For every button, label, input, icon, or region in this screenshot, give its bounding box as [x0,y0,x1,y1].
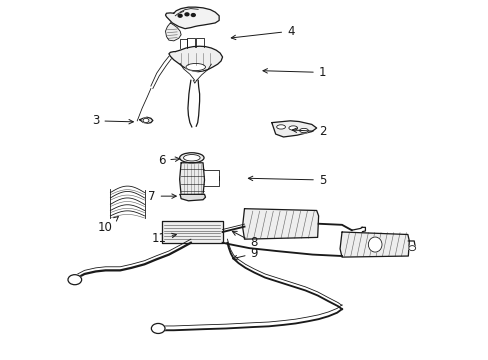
Ellipse shape [179,153,203,163]
Polygon shape [242,209,318,239]
Text: 7: 7 [148,190,176,203]
Text: 2: 2 [292,125,325,138]
Text: 4: 4 [231,25,294,40]
Polygon shape [339,232,408,257]
Polygon shape [140,117,153,123]
Circle shape [143,118,149,123]
Polygon shape [165,23,181,41]
Circle shape [184,13,188,16]
Ellipse shape [299,129,308,133]
Text: 3: 3 [92,114,133,127]
Ellipse shape [183,154,200,161]
Ellipse shape [288,126,297,130]
Text: 10: 10 [98,216,118,234]
Ellipse shape [185,63,205,71]
Ellipse shape [276,125,285,129]
Circle shape [151,323,164,333]
Text: 9: 9 [232,247,258,260]
Polygon shape [179,163,204,195]
Polygon shape [168,46,222,72]
Circle shape [408,246,415,251]
Text: 6: 6 [158,154,179,167]
Polygon shape [271,121,316,137]
Ellipse shape [367,237,381,252]
Text: 11: 11 [151,231,176,244]
Text: 5: 5 [248,174,325,186]
Polygon shape [180,194,205,201]
Text: 1: 1 [263,66,325,79]
Circle shape [178,14,182,17]
Circle shape [68,275,81,285]
Polygon shape [161,221,222,243]
Polygon shape [165,7,219,29]
Circle shape [191,14,195,17]
Text: 8: 8 [232,231,257,249]
